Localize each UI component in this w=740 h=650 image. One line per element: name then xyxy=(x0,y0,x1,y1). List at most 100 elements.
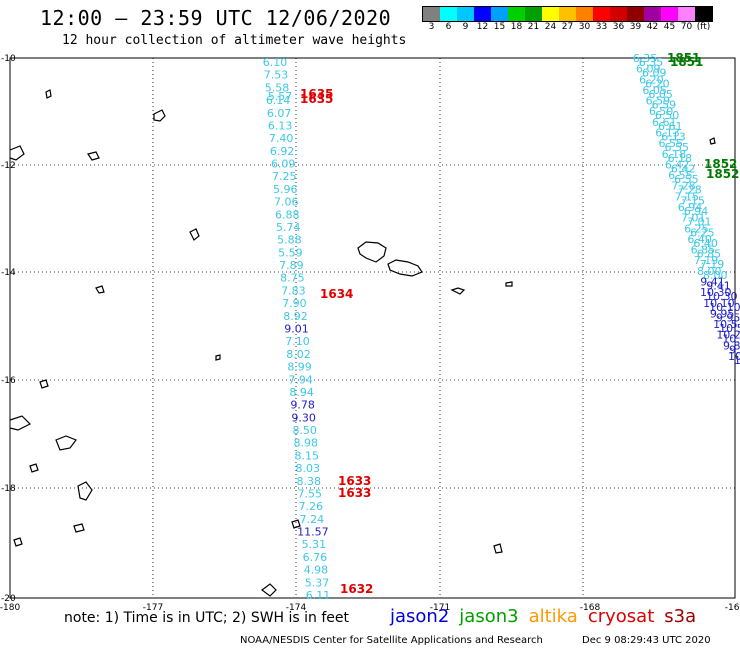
latitude-label: -18 xyxy=(1,484,16,494)
grid-lines xyxy=(10,58,735,598)
color-scale-tick: 70 xyxy=(680,22,693,32)
island-f xyxy=(87,151,100,161)
color-scale-tick: (ft) xyxy=(696,22,711,32)
longitude-label: -165 xyxy=(725,603,740,613)
legend-cryosat: cryosat xyxy=(587,606,655,627)
track-value: 8.03 xyxy=(296,462,321,475)
longitude-label: -171 xyxy=(430,603,450,613)
track-value: 6.50 xyxy=(655,109,680,122)
color-swatch xyxy=(627,7,644,21)
island-upolu xyxy=(357,241,387,263)
track-value: 7.06 xyxy=(274,196,299,209)
island-d xyxy=(450,287,466,295)
track-value: 6.07 xyxy=(267,107,292,120)
track-value: 9.95 xyxy=(710,307,735,320)
track-value: 9.01 xyxy=(284,323,309,336)
track-value: 8.94 xyxy=(289,386,314,399)
track-value: 7.94 xyxy=(288,373,313,386)
track-value: 6.20 xyxy=(645,77,670,90)
page-title: 12:00 – 23:59 UTC 12/06/2020 xyxy=(40,6,392,30)
track-value: 6.92 xyxy=(270,145,295,158)
color-scale-tick: 9 xyxy=(462,22,469,32)
pass-time-label: 1635 xyxy=(300,92,333,106)
track-value: 8.99 xyxy=(287,361,312,374)
island-c xyxy=(95,285,105,294)
legend-s3a: s3a xyxy=(664,606,697,627)
track-value: 6.20 xyxy=(639,73,664,86)
color-scale-tick: 39 xyxy=(629,22,642,32)
latitude-label: -20 xyxy=(1,594,16,604)
credit-line: NOAA/NESDIS Center for Satellite Applica… xyxy=(240,635,543,646)
longitude-label: -174 xyxy=(286,603,307,613)
track-value: 6.94 xyxy=(678,201,703,214)
color-scale-tick: 27 xyxy=(561,22,574,32)
track-value: 10.10 xyxy=(709,301,740,314)
track-value: 10.30 xyxy=(700,286,732,299)
track-value: 7.89 xyxy=(279,259,304,272)
pass-time-label: 1851 xyxy=(670,55,703,69)
pass-time-label: 1852 xyxy=(706,167,739,181)
satellite-legend: jason2 jason3 altika cryosat s3a xyxy=(390,606,706,627)
island-i xyxy=(55,435,77,451)
island-t xyxy=(29,463,39,473)
track-value: 6.14 xyxy=(266,94,291,107)
pass-time-label: 1634 xyxy=(320,287,353,301)
track-value: 6.35 xyxy=(633,52,658,65)
track-value: 7.40 xyxy=(269,132,294,145)
map-frame xyxy=(9,57,736,599)
island-o xyxy=(39,379,49,389)
track-value: 6.55 xyxy=(668,169,693,182)
track-value: 10.5 xyxy=(713,318,738,331)
latitude-label: -16 xyxy=(1,376,16,386)
track-value: 7.26 xyxy=(299,500,324,513)
color-swatch xyxy=(695,7,712,21)
track-value: 5.31 xyxy=(302,538,327,551)
track-value: 9.30 xyxy=(291,411,316,424)
track-value: 9.95 xyxy=(716,311,740,324)
color-swatch xyxy=(678,7,695,21)
page-subtitle: 12 hour collection of altimeter wave hei… xyxy=(62,33,407,48)
track-value: 5.58 xyxy=(265,81,290,94)
track-value: 5.37 xyxy=(305,576,330,589)
track-value: 6.18 xyxy=(662,148,687,161)
island-k xyxy=(493,543,503,554)
pass-time-label: 1632 xyxy=(340,582,373,596)
pass-time-label: 1852 xyxy=(704,157,737,171)
color-swatch xyxy=(542,7,559,21)
track-value: 7.28 xyxy=(671,180,696,193)
color-swatch xyxy=(593,7,610,21)
track-value: 6.13 xyxy=(655,127,680,140)
color-swatch xyxy=(576,7,593,21)
track-value: 8.15 xyxy=(294,449,319,462)
track-value: 6.25 xyxy=(684,222,709,235)
track-value: 6.76 xyxy=(303,551,328,564)
track-value: 7.01 xyxy=(687,216,712,229)
color-swatch xyxy=(474,7,491,21)
color-swatch xyxy=(610,7,627,21)
track-value: 6.09 xyxy=(271,158,296,171)
island-r xyxy=(505,281,513,287)
track-value: 6.42 xyxy=(665,158,690,171)
pass-time-label: 1635 xyxy=(300,87,333,101)
track-value: 7.01 xyxy=(681,212,706,225)
island-q xyxy=(215,354,221,361)
track-value: 10.30 xyxy=(706,290,738,303)
color-scale-tick: 45 xyxy=(663,22,676,32)
longitude-label: -168 xyxy=(580,603,601,613)
track-value: 7.25 xyxy=(272,170,297,183)
track-value: 6.42 xyxy=(671,162,696,175)
track-value: 10 xyxy=(734,354,740,367)
track-value: 6.85 xyxy=(691,244,716,257)
track-value: 10.10 xyxy=(703,297,735,310)
longitude-label: -177 xyxy=(143,603,163,613)
color-scale-tick: 6 xyxy=(445,22,452,32)
track-value: 10.2 xyxy=(716,329,740,342)
island-savaii xyxy=(387,259,423,277)
credit-timestamp: Dec 9 08:29:43 UTC 2020 xyxy=(582,635,711,646)
track-value: 11.57 xyxy=(297,526,329,539)
track-value: 6.59 xyxy=(652,99,677,112)
island-h xyxy=(9,415,32,431)
track-value: 10 xyxy=(728,350,740,363)
track-value: 5.57 xyxy=(268,90,293,103)
